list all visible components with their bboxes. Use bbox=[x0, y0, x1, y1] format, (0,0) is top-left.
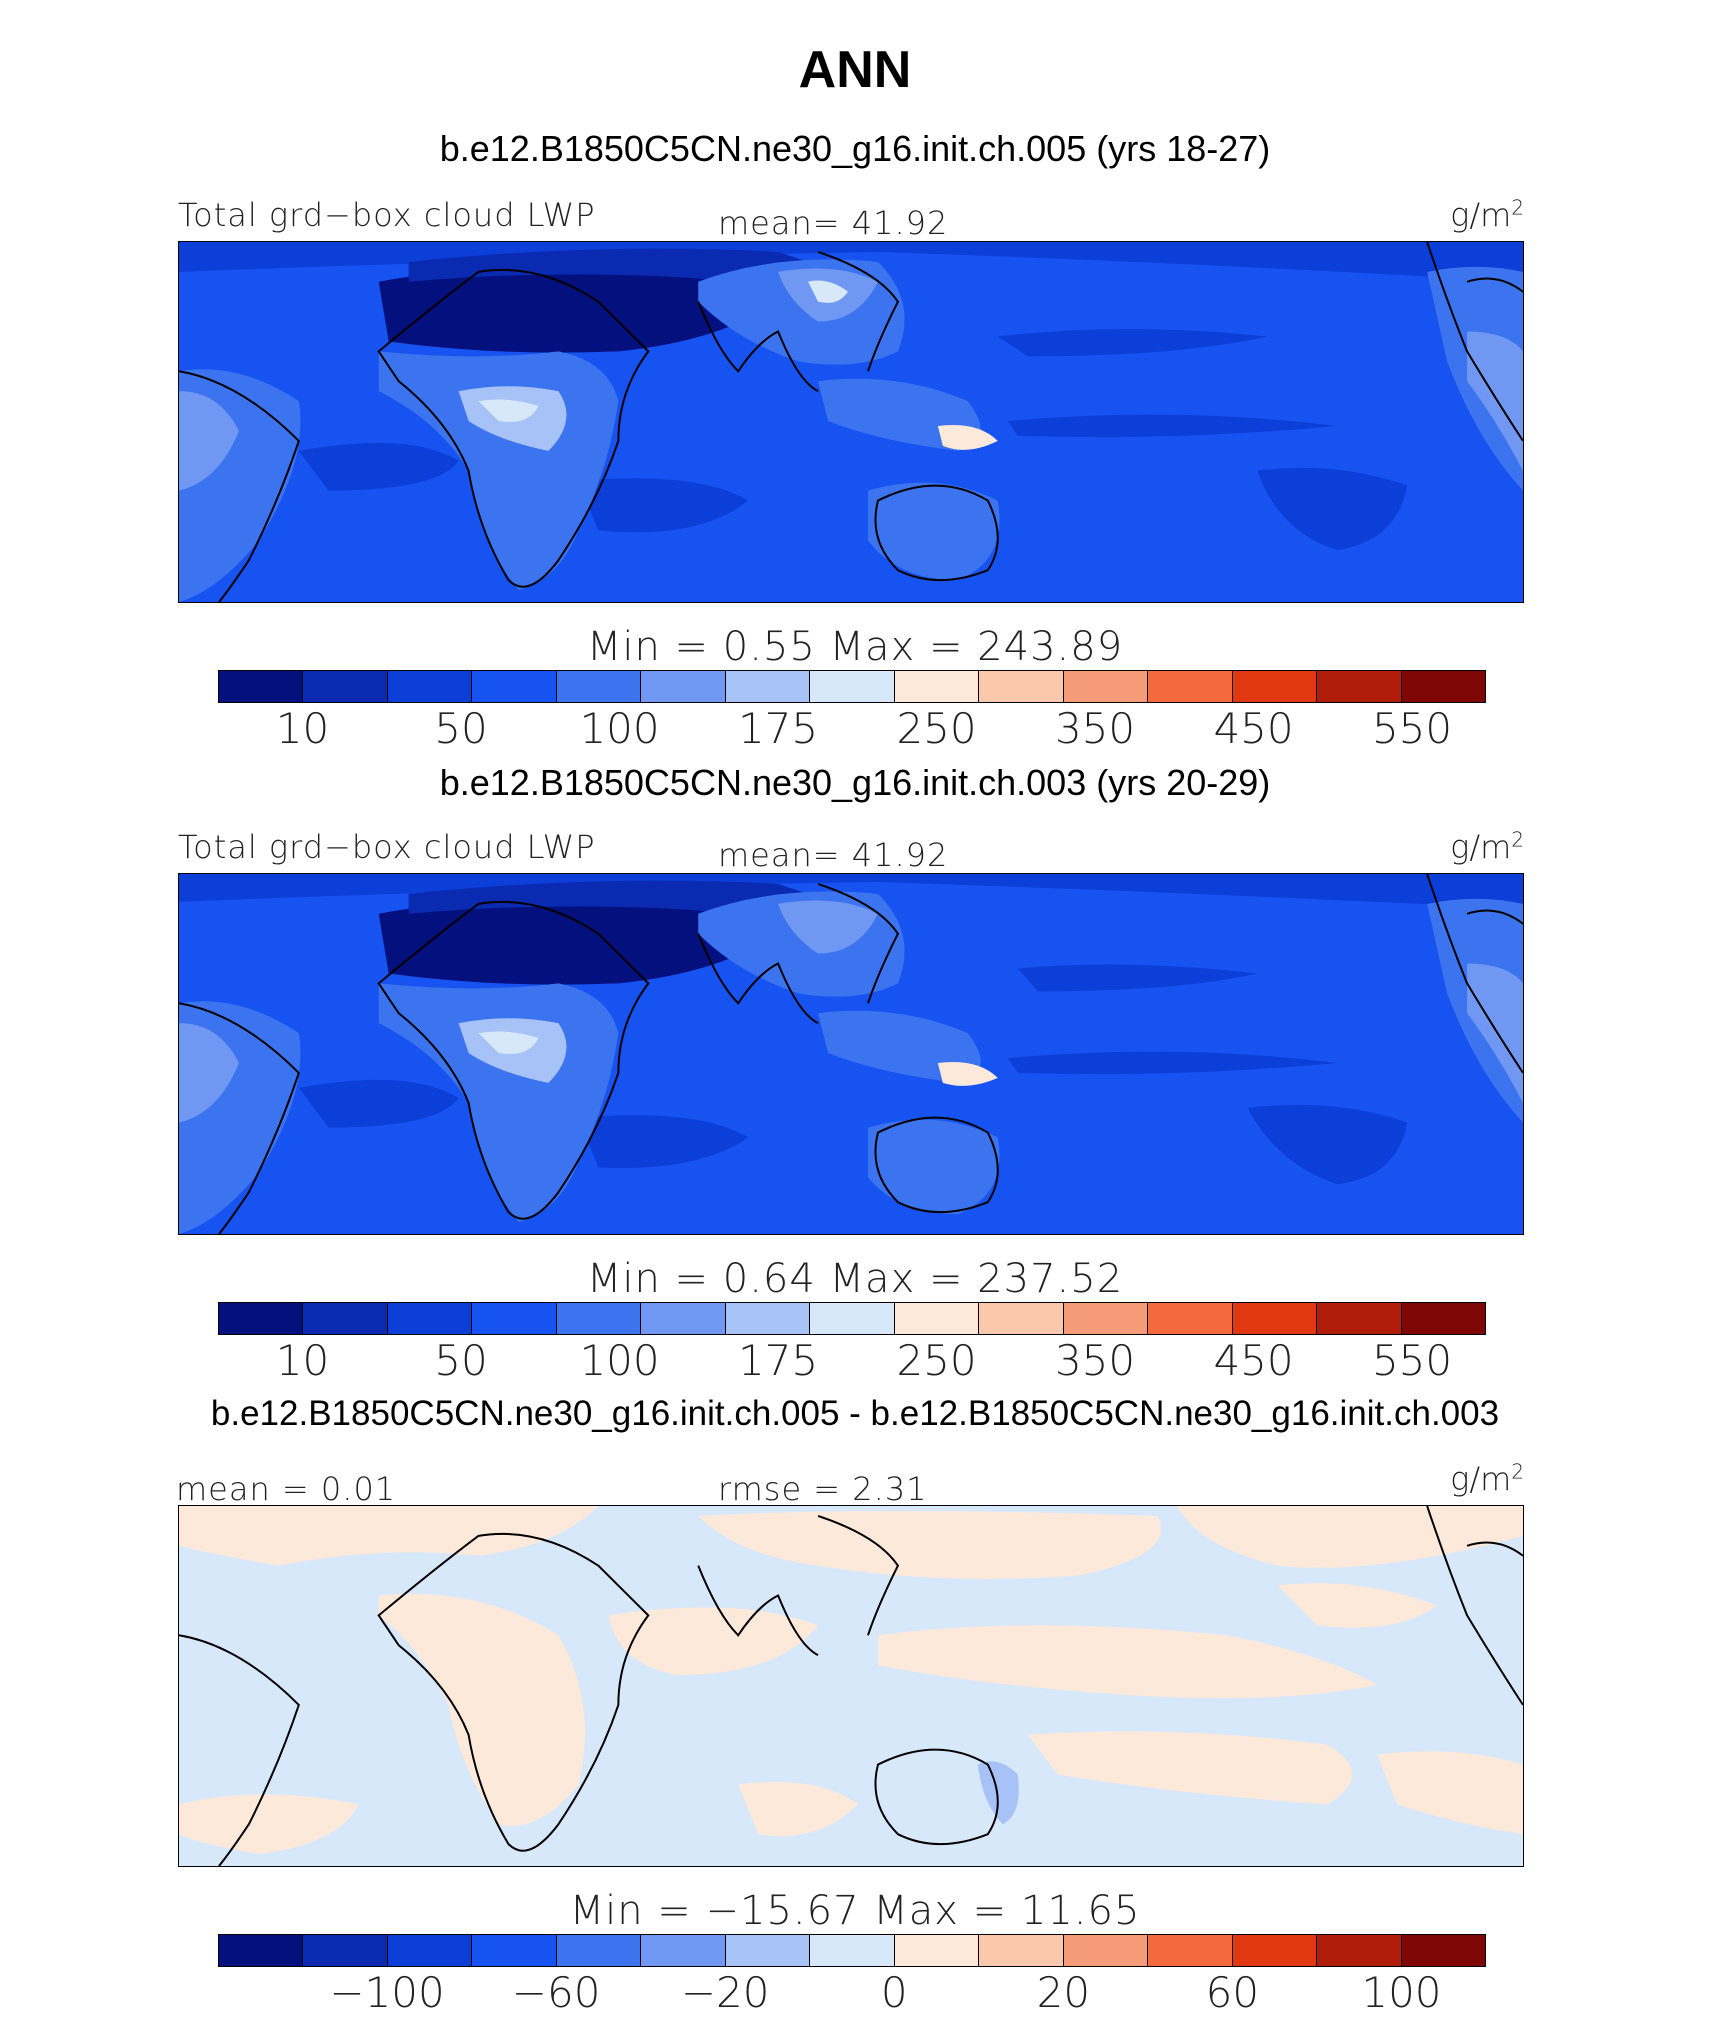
panel-3-rmse-label: rmse = 2.31 bbox=[718, 1470, 928, 1508]
colorbar-segment bbox=[1063, 1303, 1149, 1334]
colorbar-segment bbox=[725, 671, 811, 702]
panel-1-mean-label: mean= 41.92 bbox=[718, 204, 949, 242]
colorbar-segment bbox=[472, 671, 557, 702]
colorbar-tick-label: −100 bbox=[329, 1968, 445, 2017]
colorbar-segment bbox=[1232, 1303, 1318, 1334]
colorbar-tick-label: 100 bbox=[1361, 1968, 1442, 2017]
colorbar-segment bbox=[725, 1303, 811, 1334]
panel-1-colorbar bbox=[218, 670, 1486, 703]
colorbar-tick-label: 350 bbox=[1054, 1336, 1136, 1385]
colorbar-tick-label: 60 bbox=[1205, 1968, 1260, 2017]
colorbar-segment bbox=[387, 671, 473, 702]
colorbar-segment bbox=[1232, 671, 1318, 702]
colorbar-segment bbox=[472, 1303, 557, 1334]
colorbar-tick-label: 550 bbox=[1371, 1336, 1453, 1385]
colorbar-tick-label: 175 bbox=[737, 704, 819, 753]
panel-2-min-max: Min = 0.64 Max = 237.52 bbox=[586, 1256, 1124, 1302]
colorbar-segment bbox=[810, 1303, 895, 1334]
colorbar-segment bbox=[1401, 1935, 1486, 1966]
colorbar-segment bbox=[979, 1935, 1064, 1966]
colorbar-segment bbox=[641, 1935, 726, 1966]
colorbar-tick-label: 50 bbox=[434, 704, 488, 753]
panel-3-min-max: Min = −15.67 Max = 11.65 bbox=[569, 1888, 1141, 1934]
panel-2-unit-label: g/m2 bbox=[1450, 827, 1524, 866]
colorbar-segment bbox=[1317, 1935, 1402, 1966]
colorbar-segment bbox=[1401, 1303, 1486, 1334]
colorbar-segment bbox=[1063, 1935, 1149, 1966]
colorbar-tick-label: 0 bbox=[880, 1968, 908, 2017]
colorbar-segment bbox=[219, 1935, 304, 1966]
colorbar-tick-label: 550 bbox=[1371, 704, 1453, 753]
panel-3-map bbox=[178, 1505, 1524, 1867]
colorbar-segment bbox=[979, 1303, 1064, 1334]
colorbar-tick-label: 450 bbox=[1213, 704, 1294, 753]
colorbar-tick-label: 50 bbox=[434, 1336, 488, 1385]
colorbar-tick-label: 175 bbox=[737, 1336, 819, 1385]
colorbar-segment bbox=[810, 1935, 895, 1966]
figure-title: ANN bbox=[798, 41, 912, 99]
panel-3-unit-label: g/m2 bbox=[1450, 1459, 1524, 1498]
colorbar-tick-label: 100 bbox=[579, 1336, 660, 1385]
colorbar-segment bbox=[725, 1935, 811, 1966]
colorbar-tick-label: 450 bbox=[1213, 1336, 1294, 1385]
panel-2-mean-label: mean= 41.92 bbox=[718, 836, 949, 874]
colorbar-segment bbox=[1063, 671, 1149, 702]
panel-2-title: b.e12.B1850C5CN.ne30_g16.init.ch.003 (yr… bbox=[439, 762, 1271, 803]
colorbar-segment bbox=[303, 1935, 388, 1966]
colorbar-segment bbox=[1148, 1935, 1233, 1966]
colorbar-segment bbox=[556, 1303, 642, 1334]
colorbar-segment bbox=[1317, 1303, 1402, 1334]
colorbar-tick-label: −60 bbox=[511, 1968, 601, 2017]
panel-1-title: b.e12.B1850C5CN.ne30_g16.init.ch.005 (yr… bbox=[439, 128, 1271, 169]
panel-1-variable-label: Total grd−box cloud LWP bbox=[178, 196, 596, 234]
colorbar-segment bbox=[556, 1935, 642, 1966]
colorbar-segment bbox=[1148, 671, 1233, 702]
colorbar-segment bbox=[1148, 1303, 1233, 1334]
panel-1-colorbar-ticks: 10 50 100 175 250 350 450 550 bbox=[218, 704, 1486, 753]
panel-1-unit-label: g/m2 bbox=[1450, 195, 1524, 234]
colorbar-tick-label: 10 bbox=[275, 1336, 330, 1385]
panel-2-colorbar-ticks: 10 50 100 175 250 350 450 550 bbox=[218, 1336, 1486, 1385]
colorbar-segment bbox=[810, 671, 895, 702]
colorbar-tick-label: 10 bbox=[275, 704, 330, 753]
panel-2-colorbar bbox=[218, 1302, 1486, 1335]
panel-1-min-max: Min = 0.55 Max = 243.89 bbox=[586, 624, 1124, 670]
colorbar-segment bbox=[894, 1935, 980, 1966]
colorbar-segment bbox=[472, 1935, 557, 1966]
colorbar-segment bbox=[1401, 671, 1486, 702]
colorbar-segment bbox=[1317, 671, 1402, 702]
colorbar-segment bbox=[303, 671, 388, 702]
colorbar-segment bbox=[894, 1303, 980, 1334]
colorbar-segment bbox=[303, 1303, 388, 1334]
colorbar-tick-label: 100 bbox=[579, 704, 660, 753]
colorbar-segment bbox=[219, 671, 304, 702]
colorbar-segment bbox=[641, 1303, 726, 1334]
colorbar-segment bbox=[641, 671, 726, 702]
colorbar-tick-label: 20 bbox=[1036, 1968, 1091, 2017]
colorbar-segment bbox=[894, 671, 980, 702]
colorbar-tick-label: −20 bbox=[680, 1968, 770, 2017]
panel-3-colorbar-ticks: −100 −60 −20 0 20 60 100 bbox=[218, 1968, 1486, 2017]
colorbar-segment bbox=[979, 671, 1064, 702]
colorbar-tick-label: 250 bbox=[896, 1336, 977, 1385]
panel-3-mean-label: mean = 0.01 bbox=[176, 1470, 397, 1508]
colorbar-segment bbox=[387, 1303, 473, 1334]
colorbar-segment bbox=[387, 1935, 473, 1966]
panel-2-variable-label: Total grd−box cloud LWP bbox=[178, 828, 596, 866]
colorbar-segment bbox=[219, 1303, 304, 1334]
panel-3-title: b.e12.B1850C5CN.ne30_g16.init.ch.005 - b… bbox=[210, 1394, 1500, 1433]
colorbar-tick-label: 250 bbox=[896, 704, 977, 753]
panel-2-map bbox=[178, 873, 1524, 1235]
colorbar-tick-label: 350 bbox=[1054, 704, 1136, 753]
colorbar-segment bbox=[556, 671, 642, 702]
panel-3-colorbar bbox=[218, 1934, 1486, 1967]
panel-1-map bbox=[178, 241, 1524, 603]
colorbar-segment bbox=[1232, 1935, 1318, 1966]
